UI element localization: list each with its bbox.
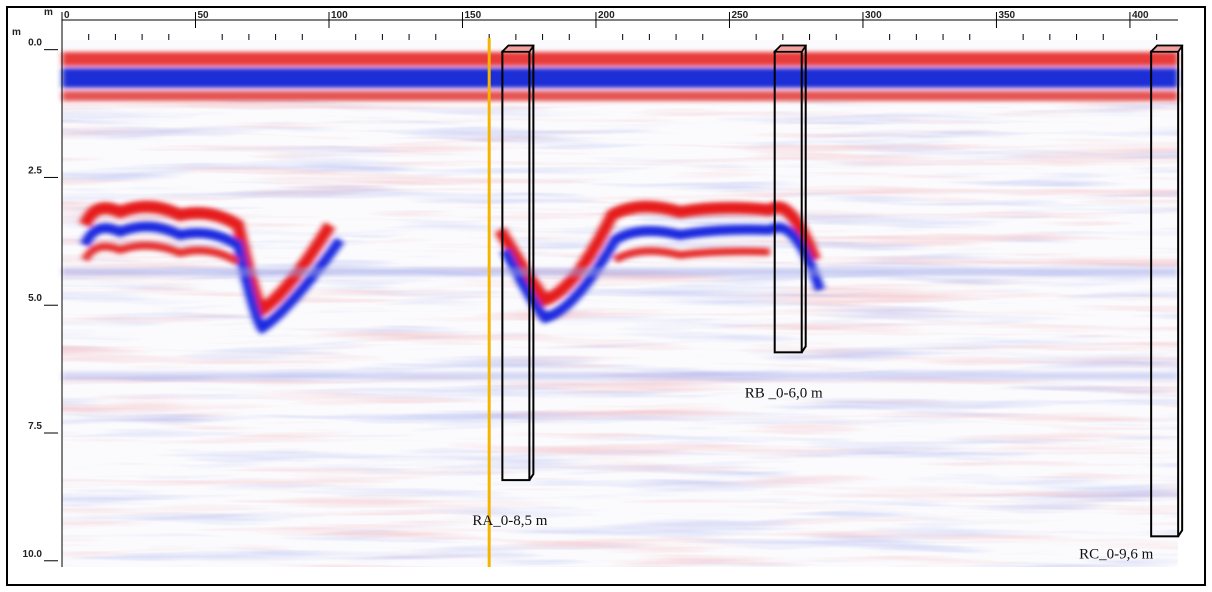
x-tick-label: 150 — [464, 10, 481, 21]
x-tick-label: 50 — [197, 10, 209, 21]
borehole-cap — [500, 44, 535, 53]
x-tick-label: 350 — [998, 10, 1015, 21]
borehole-cap — [1149, 44, 1184, 53]
borehole-label: RB _0-6,0 m — [745, 385, 823, 401]
y-tick-label: 2.5 — [28, 165, 42, 176]
y-tick-label: 7.5 — [28, 421, 42, 432]
borehole-label: RC_0-9,6 m — [1079, 546, 1154, 562]
x-tick-label: 200 — [598, 10, 615, 21]
borehole-label: RA_0-8,5 m — [472, 513, 547, 529]
y-unit: m — [12, 27, 21, 38]
radargram-image — [62, 40, 1178, 567]
x-tick-label: 0 — [64, 10, 70, 21]
x-tick-label: 400 — [1132, 10, 1149, 21]
y-tick-label: 10.0 — [23, 549, 43, 560]
borehole-cap — [772, 44, 808, 53]
y-tick-label: 5.0 — [28, 293, 42, 304]
x-unit: m — [44, 7, 53, 18]
x-tick-label: 100 — [331, 10, 348, 21]
x-tick-label: 250 — [731, 10, 748, 21]
x-tick-label: 300 — [865, 10, 882, 21]
y-tick-label: 0.0 — [28, 38, 42, 49]
